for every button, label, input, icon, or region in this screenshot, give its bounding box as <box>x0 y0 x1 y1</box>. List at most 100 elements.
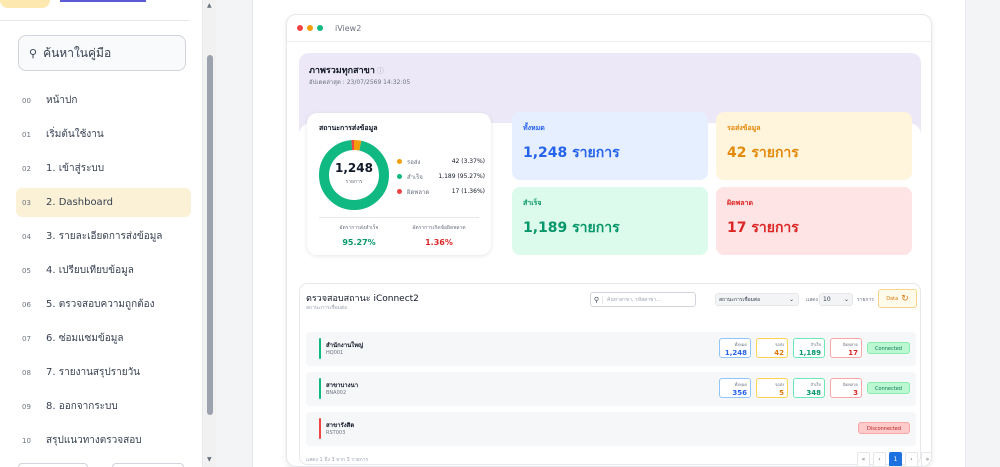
success-rate-value: 95.27% <box>342 238 376 247</box>
item-label: 2. Dashboard <box>46 197 113 208</box>
search-icon: ⚲ <box>591 295 603 304</box>
app-window-mockup: iView2 ภาพรวมทุกสาขา ⓘ อัปเดตล่าสุด : 23/… <box>286 14 932 467</box>
sidebar-scrollbar[interactable]: ▲ ▼ <box>204 0 216 467</box>
sidebar: ⚲ ค้นหาในคู่มือ 00 หน้าปก 01 เริ่มต้นใช้งา… <box>0 0 203 467</box>
item-label: 3. รายละเอียดการส่งข้อมูล <box>46 231 163 242</box>
refresh-icon: ↻ <box>901 293 909 304</box>
branch-search-input[interactable]: ⚲ ค้นหาสาขา, รหัสสาขา... <box>590 292 696 307</box>
item-label: 4. เปรียบเทียบข้อมูล <box>46 265 134 276</box>
mini-value: 1,248 <box>724 349 747 357</box>
window-titlebar: iView2 <box>287 15 931 42</box>
scrollbar-thumb[interactable] <box>207 55 213 415</box>
item-label: 7. รายงานสรุปรายวัน <box>46 367 141 378</box>
pagination: « ‹ 1 › » <box>857 452 931 466</box>
mini-value: 356 <box>732 389 747 397</box>
stat-label: ผิดพลาด <box>727 199 754 207</box>
mini-value: 42 <box>774 349 784 357</box>
item-number: 09 <box>22 402 31 411</box>
items-label: รายการ <box>857 297 874 303</box>
sidebar-divider <box>0 20 190 21</box>
legend-label: ผิดพลาด <box>407 188 430 196</box>
stat-label: รอส่งข้อมูล <box>727 124 761 132</box>
first-page-button[interactable]: « <box>857 452 870 466</box>
legend-dot-success <box>397 174 402 179</box>
branch-code: BNA002 <box>326 390 347 396</box>
scroll-up-icon[interactable]: ▲ <box>207 2 212 9</box>
legend-value: 1,189 (95.27%) <box>438 173 485 180</box>
item-number: 00 <box>22 96 31 105</box>
branch-row[interactable]: สาขารังสิต RST003 Disconnected <box>306 412 916 446</box>
scroll-down-icon[interactable]: ▼ <box>207 456 212 463</box>
branch-row[interactable]: สำนักงานใหญ่ HQ001 ทั้งหมด 1,248 รอส่ง 42 … <box>306 332 916 366</box>
show-label: แสดง <box>806 297 818 303</box>
branch-search-placeholder: ค้นหาสาขา, รหัสสาขา... <box>607 296 662 303</box>
sidebar-item-compare[interactable]: 05 4. เปรียบเทียบข้อมูล <box>16 256 191 285</box>
item-label: 8. ออกจากระบบ <box>46 401 118 412</box>
sidebar-item-login[interactable]: 02 1. เข้าสู่ระบบ <box>16 154 191 183</box>
sidebar-prev-button[interactable] <box>18 463 88 467</box>
next-page-button[interactable]: › <box>905 452 918 466</box>
sidebar-item-send-details[interactable]: 04 3. รายละเอียดการส่งข้อมูล <box>16 222 191 251</box>
mini-value: 348 <box>806 389 821 397</box>
last-page-button[interactable]: » <box>921 452 931 466</box>
logo <box>0 0 50 8</box>
sidebar-next-button[interactable] <box>112 463 184 467</box>
legend-label: รอส่ง <box>407 158 421 166</box>
stat-card-total: ทั้งหมด 1,248 รายการ <box>512 112 708 180</box>
mini-value: 5 <box>779 389 784 397</box>
mini-total: ทั้งหมด 1,248 <box>719 338 751 358</box>
legend-value: 42 (3.37%) <box>451 158 485 165</box>
mini-label: สำเร็จ <box>810 382 821 387</box>
sidebar-item-dashboard[interactable]: 03 2. Dashboard <box>16 188 191 217</box>
overview-title-text: ภาพรวมทุกสาขา <box>309 66 375 76</box>
panel-subtitle: สถานะการเชื่อมต่อ <box>306 305 348 311</box>
send-status-title: สถานะการส่งข้อมูล <box>319 124 378 132</box>
mini-label: ผิดพลาด <box>843 342 858 347</box>
sidebar-item-cover[interactable]: 00 หน้าปก <box>16 86 191 115</box>
sidebar-item-getting-started[interactable]: 01 เริ่มต้นใช้งาน <box>16 120 191 149</box>
manual-search-input[interactable]: ⚲ ค้นหาในคู่มือ <box>18 35 186 71</box>
donut-segment-success <box>319 140 389 210</box>
status-indicator-bar <box>319 418 321 439</box>
branch-name: สำนักงานใหญ่ <box>326 342 364 349</box>
sidebar-item-validate[interactable]: 06 5. ตรวจสอบความถูกต้อง <box>16 290 191 319</box>
sidebar-item-repair[interactable]: 07 6. ซ่อมแซมข้อมูล <box>16 324 191 353</box>
branch-row[interactable]: สาขาบางนา BNA002 ทั้งหมด 356 รอส่ง 5 สำเร็… <box>306 372 916 406</box>
item-number: 10 <box>22 436 31 445</box>
status-filter-select[interactable]: สถานะการเชื่อมต่อ ⌄ <box>715 293 799 306</box>
success-rate: อัตราการส่งสำเร็จ 95.27% <box>319 224 399 247</box>
legend-error: ผิดพลาด 17 (1.36%) <box>397 184 485 199</box>
chevron-down-icon: ⌄ <box>843 296 849 303</box>
item-number: 04 <box>22 232 31 241</box>
sidebar-item-summary[interactable]: 10 สรุปแนวทางตรวจสอบ <box>16 426 191 455</box>
page-1-button[interactable]: 1 <box>889 452 902 466</box>
mini-success: สำเร็จ 348 <box>793 378 825 398</box>
refresh-button[interactable]: Data ↻ <box>878 289 917 308</box>
item-number: 03 <box>22 198 31 207</box>
status-badge: Connected <box>867 382 910 394</box>
item-label: เริ่มต้นใช้งาน <box>46 129 104 140</box>
donut-total: 1,248 <box>335 161 373 175</box>
search-placeholder: ค้นหาในคู่มือ <box>43 45 112 60</box>
item-label: 1. เข้าสู่ระบบ <box>46 163 105 174</box>
page-size-select[interactable]: 10 ⌄ <box>819 293 853 306</box>
item-label: หน้าปก <box>46 95 78 106</box>
page-size-value: 10 <box>823 296 831 303</box>
info-icon[interactable]: ⓘ <box>376 67 384 75</box>
legend-dot-pending <box>397 159 402 164</box>
item-label: สรุปแนวทางตรวจสอบ <box>46 435 142 446</box>
sidebar-item-daily-report[interactable]: 08 7. รายงานสรุปรายวัน <box>16 358 191 387</box>
prev-page-button[interactable]: ‹ <box>873 452 886 466</box>
branch-name: สาขารังสิต <box>326 422 355 429</box>
status-badge: Connected <box>867 342 910 354</box>
stat-value: 1,248 รายการ <box>523 145 620 161</box>
logo-underline <box>60 0 146 2</box>
item-label: 5. ตรวจสอบความถูกต้อง <box>46 299 155 310</box>
stat-label: สำเร็จ <box>523 199 542 207</box>
mini-label: ทั้งหมด <box>734 342 747 347</box>
mini-label: สำเร็จ <box>810 342 821 347</box>
pagination-summary: แสดง 1 ถึง 3 จาก 3 รายการ <box>306 457 369 463</box>
sidebar-item-logout[interactable]: 09 8. ออกจากระบบ <box>16 392 191 421</box>
item-number: 08 <box>22 368 31 377</box>
legend-label: สำเร็จ <box>407 173 423 181</box>
